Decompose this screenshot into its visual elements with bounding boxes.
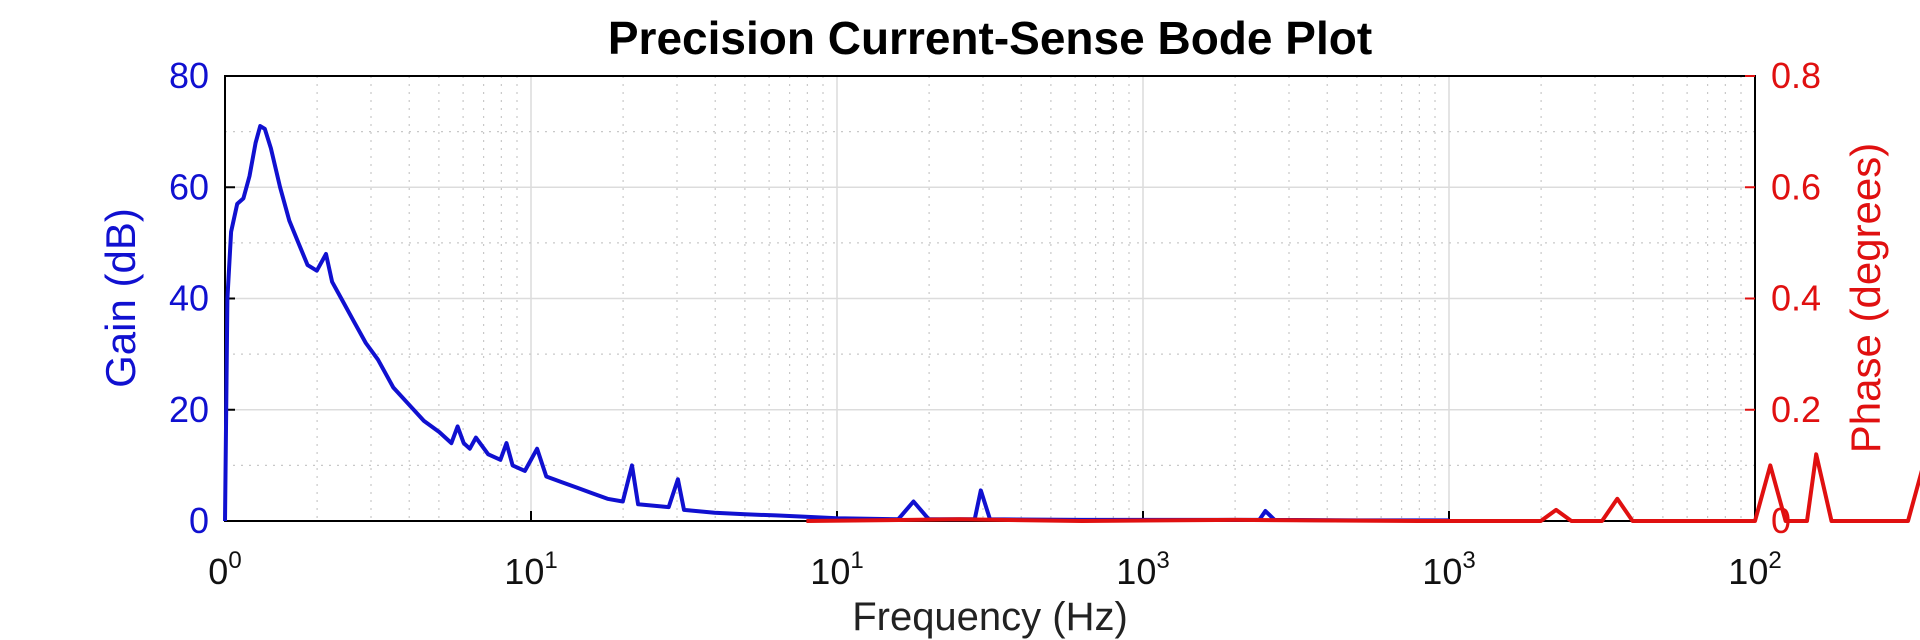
y-right-tick-label: 0.6	[1771, 166, 1821, 207]
x-tick-label: 101	[504, 547, 557, 592]
y-left-axis-label: Gain (dB)	[97, 208, 144, 388]
x-axis-label: Frequency (Hz)	[852, 595, 1128, 639]
series-layer	[223, 124, 1920, 523]
y-left-tick-label: 40	[169, 278, 209, 319]
phase-series-line	[806, 452, 1920, 523]
y-left-tick-label: 20	[169, 389, 209, 430]
x-tick-label: 103	[1116, 547, 1169, 592]
y-left-tick-label: 60	[169, 166, 209, 207]
gain-series-line	[223, 124, 1449, 523]
y-left-tick-label: 0	[189, 500, 209, 541]
y-left-tick-label: 80	[169, 55, 209, 96]
y-right-axis-label: Phase (degrees)	[1842, 143, 1889, 454]
y-right-tick-label: 0.8	[1771, 55, 1821, 96]
x-tick-label: 00	[208, 547, 241, 592]
x-tick-label: 101	[810, 547, 863, 592]
y-right-tick-label: 0.2	[1771, 389, 1821, 430]
chart-title: Precision Current-Sense Bode Plot	[608, 12, 1372, 64]
x-tick-label: 102	[1728, 547, 1781, 592]
y-right-tick-label: 0	[1771, 500, 1791, 541]
grid-lines	[225, 76, 1755, 521]
tick-labels: 0 20 40 60 80 0 0.2 0.4 0.6 0.8 00 101 101 103 103 102	[169, 55, 1821, 592]
y-right-tick-label: 0.4	[1771, 278, 1821, 319]
x-tick-label: 103	[1422, 547, 1475, 592]
